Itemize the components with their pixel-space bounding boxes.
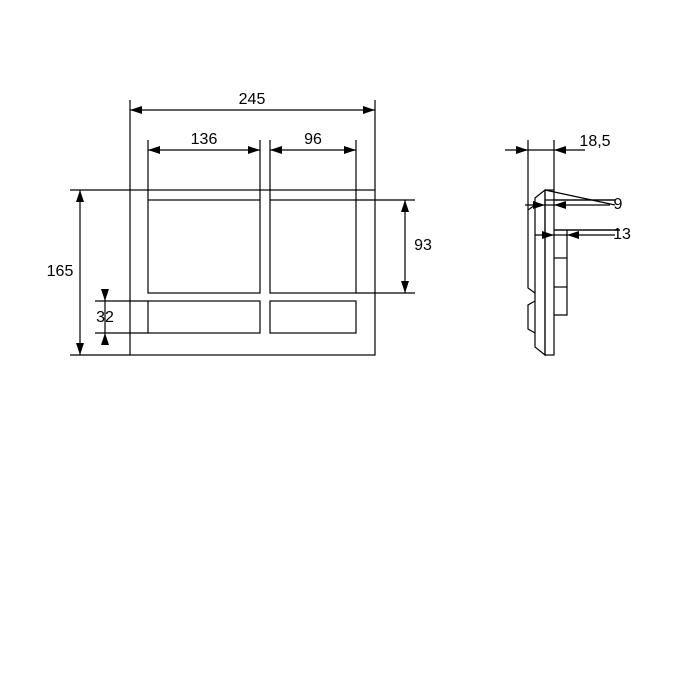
technical-drawing: 245 136 96 165 32 93 [0,0,700,700]
dim-right-button-width-label: 96 [304,131,322,148]
dim-depth: 18,5 [505,133,611,154]
dim-left-button-width-label: 136 [191,131,218,148]
dim-depth-label: 18,5 [579,133,610,150]
dim-left-button-width: 136 [148,131,260,154]
front-view [130,190,375,355]
side-view [528,190,567,355]
dim-back-plate: 9 [525,196,623,213]
dim-button-zone-height-label: 93 [414,237,432,254]
dim-right-button-width: 96 [270,131,356,154]
dim-overall-width-label: 245 [239,91,266,108]
dim-bar-height: 32 [96,289,114,345]
dim-mount-label: 13 [613,226,631,243]
dim-back-plate-label: 9 [614,196,623,213]
dim-mount: 13 [535,226,631,243]
dim-overall-height: 165 [47,190,84,355]
dim-overall-width: 245 [130,91,375,114]
dim-overall-height-label: 165 [47,263,74,280]
dim-button-zone-height: 93 [401,200,432,293]
dim-bar-height-label: 32 [96,309,114,326]
